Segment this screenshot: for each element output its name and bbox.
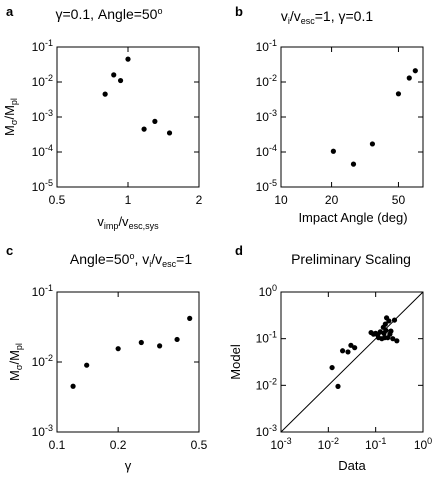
- panel-d-x-tick-label: 100: [414, 436, 432, 452]
- panel-b-data-point: [395, 91, 402, 97]
- panel-c: c Angle=50o, vi/vesc=1 0.1 0.2 0.5 10-3 10-2…: [6, 243, 208, 473]
- panel-c-data-point: [157, 343, 163, 349]
- panel-d-x-tick-label: 10-2: [318, 436, 339, 452]
- panel-c-data-point: [84, 362, 90, 368]
- panel-c-data-point: [115, 346, 121, 352]
- panel-a-x-axis-label: vimp/vesc,sys: [97, 214, 159, 231]
- panel-a-y-tick-label: 10-2: [32, 73, 53, 89]
- panel-d-data-point: [339, 348, 346, 354]
- panel-a-y-tick-label: 10-5: [32, 178, 53, 194]
- panel-d-data-point: [390, 336, 396, 342]
- panel-a-y-axis-label: Mσ/Mpl: [2, 98, 19, 136]
- panel-c-x-tick-label: 0.5: [191, 438, 208, 452]
- panel-d: d Preliminary Scaling 10-3 10-2 10-1 100 10-…: [228, 243, 432, 473]
- panel-c-data-point: [138, 339, 144, 346]
- panel-d-y-tick-label: 10-1: [256, 330, 277, 346]
- panel-d-x-axis-label: Data: [338, 458, 366, 473]
- panel-b: b vi/vesc=1, γ=0.1 10 20 50 10-5 10-4 10-3 10-…: [235, 4, 424, 225]
- panel-b-title: vi/vesc=1, γ=0.1: [281, 8, 373, 26]
- panel-d-data-point: [394, 338, 400, 344]
- panel-a-data-point: [141, 126, 147, 132]
- panel-a-x-tick-label: 0.5: [49, 193, 66, 207]
- panel-b-y-tick-label: 10-1: [256, 38, 277, 54]
- panel-c-data-point: [174, 336, 180, 343]
- panel-c-y-tick-label: 10-2: [32, 353, 53, 369]
- panel-d-y-axis-label: Model: [228, 344, 243, 380]
- panel-letter-b: b: [235, 4, 243, 19]
- panel-b-y-tick-label: 10-2: [256, 73, 277, 89]
- panel-b-y-tick-label: 10-3: [256, 108, 277, 124]
- panel-c-y-tick-label: 10-3: [32, 423, 53, 439]
- panel-letter-d: d: [235, 243, 243, 258]
- panel-c-title: Angle=50o, vi/vesc=1: [70, 251, 192, 269]
- panel-c-data-point: [187, 315, 193, 321]
- panel-d-data-point: [391, 317, 398, 323]
- panel-a-data-point: [117, 77, 124, 84]
- panel-b-y-tick-label: 10-4: [256, 143, 277, 159]
- panel-letter-a: a: [6, 4, 14, 19]
- panel-c-x-axis-label: γ: [125, 458, 132, 473]
- panel-b-data-point: [330, 148, 336, 154]
- panel-d-reference-line: [280, 291, 424, 433]
- panel-a-y-tick-label: 10-1: [32, 38, 53, 54]
- panel-d-y-tick-label: 10-3: [256, 423, 277, 439]
- panel-b-data-point: [350, 161, 357, 167]
- panel-a-plot-frame: [56, 46, 200, 188]
- panel-a-data-point: [102, 91, 108, 97]
- panel-d-data-point: [388, 328, 394, 334]
- panel-b-x-tick-label: 50: [392, 193, 406, 207]
- panel-d-data-point: [335, 383, 341, 389]
- panel-b-x-tick-label: 20: [325, 193, 339, 207]
- panel-d-data-point: [386, 318, 392, 324]
- panel-a-data-point: [111, 72, 117, 78]
- panel-d-x-tick-label: 10-3: [270, 436, 291, 452]
- panel-c-plot-frame: [56, 291, 200, 433]
- panel-d-title: Preliminary Scaling: [291, 251, 411, 267]
- panel-a-y-tick-label: 10-3: [32, 108, 53, 124]
- panel-a-x-tick-label: 2: [196, 193, 203, 207]
- panel-a-data-point: [166, 130, 173, 136]
- panel-a-title: γ=0.1, Angle=50o: [56, 6, 163, 22]
- panel-d-data-point: [329, 364, 335, 371]
- panel-d-data-point: [345, 349, 351, 355]
- panel-d-y-tick-label: 10-2: [256, 376, 277, 392]
- panel-d-y-tick-label: 100: [259, 283, 277, 299]
- panel-d-data-point: [382, 321, 388, 327]
- panel-d-data-point: [383, 327, 389, 334]
- panel-c-x-tick-label: 0.2: [110, 438, 127, 452]
- panel-a-x-tick-label: 1: [125, 193, 132, 207]
- panel-b-x-axis-label: Impact Angle (deg): [298, 210, 407, 225]
- panel-d-x-tick-label: 10-1: [365, 436, 386, 452]
- panel-b-y-tick-label: 10-5: [256, 178, 277, 194]
- panel-d-plot-frame: [280, 291, 424, 433]
- panel-d-data-point: [352, 345, 358, 351]
- panel-d-data-point: [348, 342, 354, 348]
- panel-b-data-point: [412, 68, 418, 74]
- panel-c-x-tick-label: 0.1: [49, 438, 66, 452]
- panel-a-y-tick-label: 10-4: [32, 143, 53, 159]
- panel-b-data-point: [406, 75, 412, 81]
- panel-c-y-tick-label: 10-1: [32, 283, 53, 299]
- panel-b-data-point: [369, 141, 376, 147]
- panel-a: a γ=0.1, Angle=50o 0.5 1 2 10-5 10-4 10-3 10-2…: [2, 4, 203, 231]
- panel-c-y-axis-label: Mσ/Mpl: [7, 343, 24, 381]
- panel-a-data-point: [125, 56, 131, 62]
- panel-c-data-point: [70, 383, 76, 389]
- panel-a-data-point: [152, 118, 158, 124]
- panel-b-x-tick-label: 10: [274, 193, 288, 207]
- panel-letter-c: c: [6, 243, 13, 258]
